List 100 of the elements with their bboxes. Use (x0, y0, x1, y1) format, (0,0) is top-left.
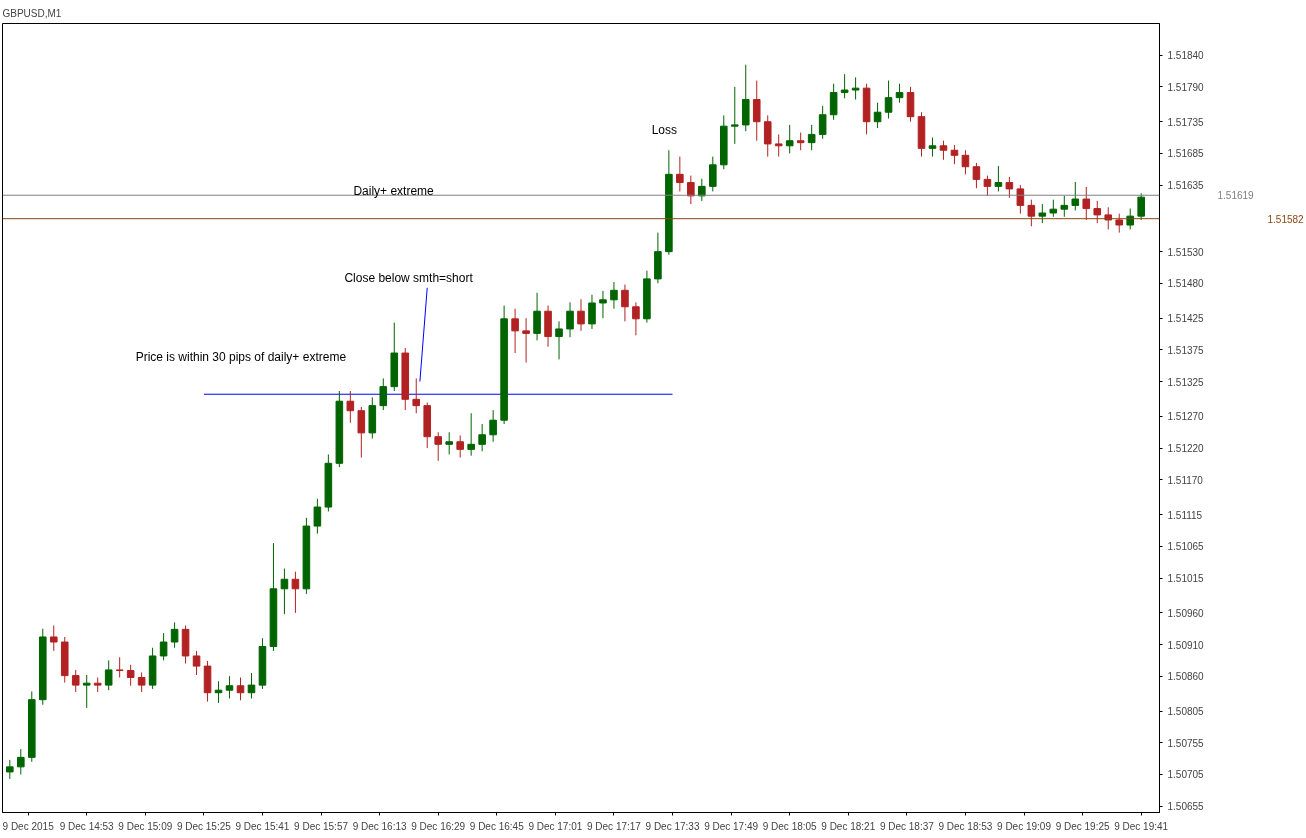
candlestick (709, 156, 717, 192)
candlestick (621, 284, 629, 322)
candlestick (533, 292, 541, 341)
x-tick-label: 9 Dec 16:13 (352, 820, 408, 832)
candlestick (522, 317, 530, 364)
candlestick (1060, 195, 1069, 218)
candlestick (566, 301, 574, 338)
y-tick-label: 1.51170 (1167, 474, 1204, 486)
candlestick (225, 675, 234, 699)
y-tick-label: 1.51530 (1167, 246, 1205, 258)
candlestick (126, 664, 135, 687)
candlestick (1005, 176, 1014, 199)
candlestick (807, 124, 816, 151)
candlestick (983, 175, 992, 197)
y-tick-label: 1.50805 (1167, 706, 1205, 718)
candlestick (412, 377, 421, 414)
candlestick (170, 621, 179, 649)
candlestick (247, 672, 256, 699)
candlestick (939, 140, 948, 161)
candlestick (752, 80, 761, 142)
candlestick (159, 632, 168, 661)
chart-title: GBPUSD,M1 (2, 7, 62, 19)
candlestick (280, 568, 289, 615)
y-tick-label: 1.51375 (1167, 344, 1205, 356)
x-tick-label: 9 Dec 19:09 (997, 820, 1052, 832)
candlestick (1126, 208, 1134, 230)
candlestick (1137, 192, 1145, 221)
candlestick (785, 124, 794, 154)
candlestick (1038, 203, 1047, 224)
x-tick-label: 9 Dec 17:33 (645, 820, 700, 832)
candlestick (445, 431, 453, 455)
y-tick-label: 1.51325 (1167, 376, 1205, 388)
x-tick-label: 9 Dec 16:29 (411, 820, 466, 832)
candlestick (632, 301, 640, 336)
candlestick (577, 298, 585, 332)
candlestick (610, 281, 618, 310)
candlestick (994, 165, 1003, 192)
candlestick (1027, 199, 1036, 227)
candlestick (192, 650, 201, 676)
candlestick (730, 86, 739, 145)
candlestick (467, 412, 475, 457)
candlestick (456, 434, 464, 459)
annotation: Price is within 30 pips of daily+ extreme (135, 350, 347, 365)
candlestick (511, 308, 519, 354)
candlestick (676, 156, 684, 192)
x-tick-label: 9 Dec 17:49 (704, 820, 759, 832)
candlestick (346, 390, 355, 424)
x-tick-label: 9 Dec 19:41 (1114, 820, 1169, 832)
candlestick (972, 162, 981, 189)
y-tick-label: 1.51685 (1167, 148, 1205, 160)
candlestick (379, 377, 388, 411)
candlestick (104, 659, 113, 691)
candlestick (236, 677, 245, 701)
x-tick-label: 9 Dec 18:21 (821, 820, 876, 832)
y-tick-label: 1.51790 (1167, 81, 1205, 93)
x-tick-label: 9 Dec 17:17 (586, 820, 642, 832)
candlestick (1082, 186, 1091, 221)
candlestick (950, 144, 959, 165)
y-tick-label: 1.51425 (1167, 313, 1205, 325)
x-tick-label: 9 Dec 15:41 (235, 820, 290, 832)
candlestick (687, 175, 695, 205)
candlestick (873, 102, 882, 129)
ref-line-label: 1.51582 (1267, 213, 1305, 225)
x-tick-label: 9 Dec 14:53 (59, 820, 115, 832)
candlestick (840, 73, 849, 99)
candlestick (291, 571, 300, 614)
candlestick (313, 498, 322, 535)
candlestick (71, 669, 80, 693)
candlestick (115, 656, 124, 679)
y-tick-label: 1.51220 (1167, 443, 1205, 455)
candlestick (6, 759, 14, 780)
candlestick (599, 290, 607, 319)
x-tick-label: 9 Dec 17:01 (528, 820, 583, 832)
x-tick-label: 9 Dec 15:09 (118, 820, 173, 832)
y-tick-label: 1.50755 (1167, 737, 1205, 749)
candlestick (478, 423, 486, 452)
annotation: Daily+ extreme (353, 183, 435, 198)
x-tick-label: 9 Dec 16:45 (469, 820, 525, 832)
candlestick (763, 114, 772, 158)
candlestick (434, 431, 442, 462)
annotation: Close below smth=short (344, 271, 474, 286)
y-tick-label: 1.51270 (1167, 411, 1205, 423)
x-tick-label: 9 Dec 18:37 (879, 820, 935, 832)
candlestick (1071, 181, 1080, 211)
x-tick-label: 9 Dec 15:25 (176, 820, 232, 832)
y-tick-label: 1.51840 (1167, 50, 1205, 62)
y-tick-label: 1.51735 (1167, 116, 1205, 128)
candlestick (489, 409, 497, 443)
x-tick-label: 9 Dec 18:05 (762, 820, 818, 832)
y-tick-label: 1.51065 (1167, 541, 1205, 553)
candlestick (698, 178, 706, 202)
candlestick (774, 133, 783, 158)
candlestick (1016, 184, 1025, 215)
candlestick (357, 406, 366, 459)
y-tick-label: 1.51635 (1167, 180, 1205, 192)
candlestick (851, 76, 860, 101)
candlestick (49, 625, 58, 652)
x-tick-label: 9 Dec 2015 (2, 820, 55, 832)
candlestick (82, 674, 91, 709)
candlestick (555, 320, 563, 360)
